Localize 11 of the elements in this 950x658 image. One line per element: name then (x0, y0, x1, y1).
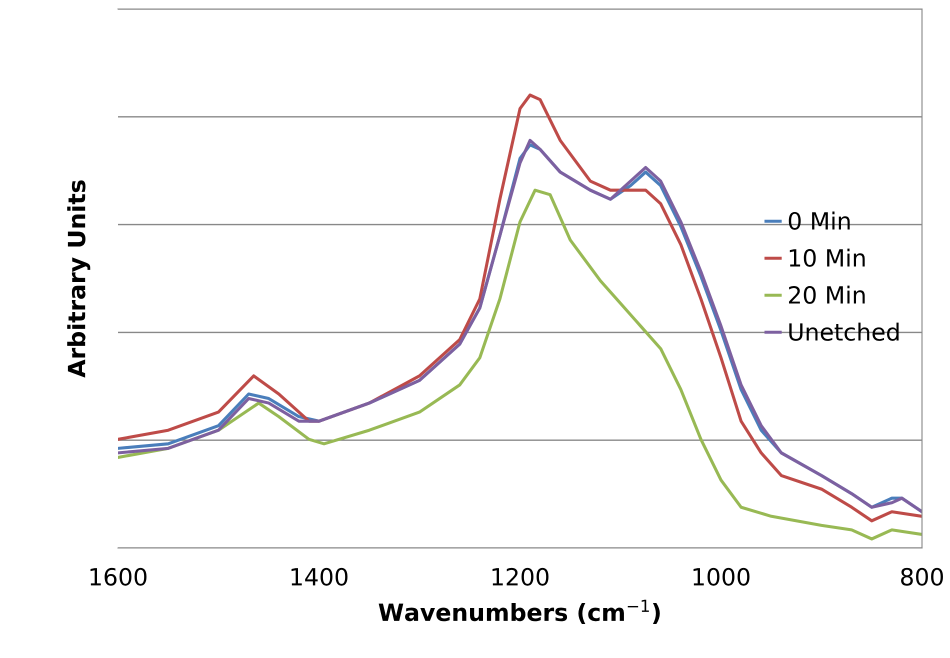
x-tick-label: 1400 (292, 568, 348, 586)
x-tick-label: 1000 (694, 568, 750, 586)
y-axis-title: Arbitrary Units (67, 180, 90, 378)
x-tick-label: 1200 (492, 568, 548, 586)
legend-label: 20 Min (788, 286, 865, 304)
x-tick-label: 1600 (90, 568, 146, 586)
legend-label: 10 Min (790, 248, 865, 267)
legend-label: 0 Min (788, 212, 850, 230)
x-axis-title: Wavenumbers (cm$^{−1}$) (378, 600, 660, 624)
legend-label: Unetched (789, 322, 899, 341)
x-tick-label: 800 (901, 568, 943, 586)
